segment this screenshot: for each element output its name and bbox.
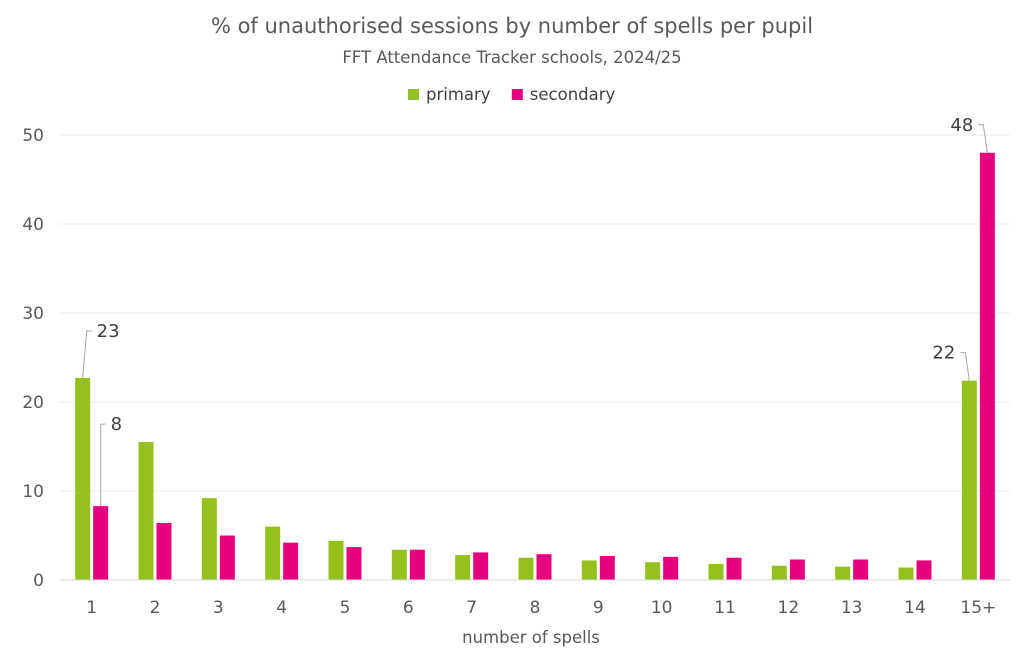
annotation-leader-line	[960, 352, 970, 381]
bar-secondary-15plus	[979, 152, 995, 581]
annotation-leader-line	[100, 423, 106, 507]
x-axis: 1 2 3 4 5 6 7 8 9 10 11 12 13 14 15+	[60, 579, 1010, 618]
y-tick-label: 40	[22, 215, 44, 235]
bar-secondary-6	[409, 549, 425, 580]
bar-primary-7	[455, 555, 471, 580]
bar-primary-14	[898, 567, 914, 580]
y-tick-label: 50	[22, 126, 44, 146]
bars	[75, 152, 995, 581]
bar-primary-8	[518, 557, 534, 580]
bar-primary-1	[75, 377, 91, 580]
gridlines	[60, 134, 1010, 492]
bar-primary-4	[265, 526, 281, 580]
y-tick-label: 0	[33, 571, 44, 591]
x-tick-label: 5	[340, 598, 351, 618]
annotations: 23 8 22 48	[82, 115, 988, 507]
bar-secondary-3	[219, 535, 235, 580]
x-tick-label: 6	[403, 598, 414, 618]
x-tick-label: 10	[651, 598, 673, 618]
bar-secondary-12	[789, 559, 805, 580]
x-tick-label: 11	[714, 598, 736, 618]
bar-primary-13	[835, 566, 851, 580]
chart-title: % of unauthorised sessions by number of …	[211, 14, 813, 38]
x-tick-label: 12	[778, 598, 800, 618]
bar-secondary-1	[93, 506, 109, 580]
x-tick-label: 14	[904, 598, 926, 618]
bar-primary-11	[708, 563, 724, 580]
bar-primary-5	[328, 540, 344, 580]
chart-subtitle: FFT Attendance Tracker schools, 2024/25	[342, 48, 681, 67]
bar-primary-12	[771, 565, 787, 580]
x-tick-label: 8	[530, 598, 541, 618]
legend-swatch-secondary	[511, 89, 523, 100]
x-tick-label: 15+	[960, 598, 996, 618]
bar-secondary-8	[536, 554, 552, 580]
bar-secondary-9	[599, 555, 615, 580]
data-label: 8	[111, 414, 122, 435]
data-label: 22	[932, 343, 955, 364]
bar-secondary-14	[916, 560, 932, 580]
bar-secondary-10	[663, 556, 679, 580]
bar-secondary-4	[283, 542, 299, 580]
x-tick-label: 4	[276, 598, 287, 618]
x-tick-label: 9	[593, 598, 604, 618]
data-label: 23	[97, 321, 120, 342]
bar-secondary-7	[473, 552, 489, 580]
bar-secondary-11	[726, 557, 742, 580]
data-label: 48	[950, 115, 973, 136]
x-tick-label: 2	[150, 598, 161, 618]
legend: primary secondary	[408, 85, 616, 104]
y-tick-label: 20	[22, 393, 44, 413]
bar-primary-2	[138, 442, 154, 580]
legend-label-primary: primary	[426, 85, 491, 104]
annotation-leader-line	[978, 124, 988, 153]
bar-primary-9	[581, 560, 597, 580]
legend-label-secondary: secondary	[530, 85, 616, 104]
x-axis-label: number of spells	[462, 628, 600, 647]
bar-primary-6	[391, 549, 407, 580]
x-tick-label: 13	[841, 598, 863, 618]
bar-secondary-13	[853, 559, 869, 580]
legend-swatch-primary	[408, 89, 419, 100]
bar-primary-10	[645, 562, 661, 580]
x-tick-label: 7	[466, 598, 477, 618]
y-tick-label: 30	[22, 304, 44, 324]
y-axis: 0 10 20 30 40 50	[22, 126, 44, 591]
x-tick-label: 1	[86, 598, 97, 618]
bar-primary-15plus	[961, 380, 977, 580]
bar-primary-3	[201, 498, 217, 580]
x-tick-label: 3	[213, 598, 224, 618]
bar-secondary-2	[156, 523, 172, 580]
bar-secondary-5	[346, 547, 362, 580]
annotation-leader-line	[82, 330, 92, 379]
y-tick-label: 10	[22, 482, 44, 502]
